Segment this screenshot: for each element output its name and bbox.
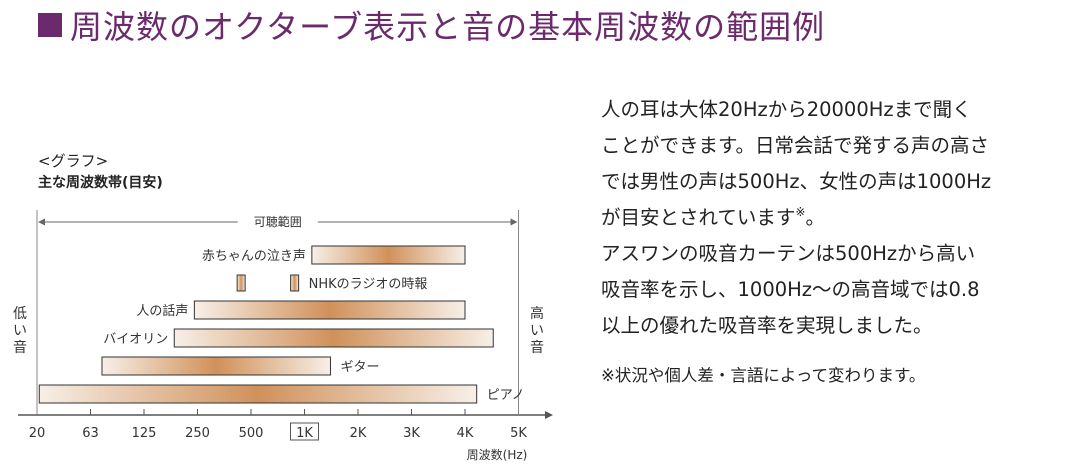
graph-header: <グラフ> 主な周波数帯(目安) <box>38 150 163 194</box>
bar-label: バイオリン <box>103 332 168 347</box>
page-title-text: 周波数のオクターブ表示と音の基本周波数の範囲例 <box>70 8 826 46</box>
audible-range-arrowhead-right-icon <box>510 218 518 226</box>
bar-label: NHKのラジオの時報 <box>309 277 428 292</box>
x-axis-arrow-icon <box>545 411 553 419</box>
description-line: 以上の優れた吸音率を実現しました。 <box>601 314 933 337</box>
bar-point-marker <box>236 274 246 292</box>
x-tick-label: 63 <box>82 426 99 441</box>
x-tick-label: 5K <box>510 426 527 441</box>
high-sound-label: 高 <box>530 305 544 322</box>
low-sound-label: 低 <box>13 306 27 322</box>
x-tick-box <box>290 422 319 441</box>
bar-label: 人の話声 <box>136 303 188 319</box>
description-line-end: 。 <box>805 206 825 229</box>
description-line: 吸音率を示し、1000Hz〜の高音域では0.8 <box>601 278 980 301</box>
x-tick-label: 1K <box>296 426 313 441</box>
footnote-mark: ※ <box>795 205 806 219</box>
x-tick-label: 4K <box>457 426 474 441</box>
x-tick-label: 2K <box>350 426 367 441</box>
bar-point-marker <box>290 274 300 292</box>
description-paragraph-2: アスワンの吸音カーテンは500Hzから高い 吸音率を示し、1000Hz〜の高音域… <box>601 236 1071 344</box>
bar <box>101 356 331 376</box>
description-line: 人の耳は大体20Hzから20000Hzまで聞く <box>601 98 972 121</box>
description-line: アスワンの吸音カーテンは500Hzから高い <box>601 242 976 265</box>
bar-label: ピアノ <box>487 388 525 403</box>
audible-range-label: 可聴範囲 <box>254 214 302 229</box>
x-tick-label: 250 <box>185 426 210 441</box>
bar <box>173 328 494 348</box>
description-panel: 人の耳は大体20Hzから20000Hzまで聞く ことができます。日常会話で発する… <box>601 92 1071 394</box>
bar-label: ギター <box>340 360 379 375</box>
description-line: では男性の声は500Hz、女性の声は1000Hz <box>601 170 992 193</box>
description-line: ことができます。日常会話で発する声の高さ <box>601 134 990 157</box>
bar <box>38 384 478 404</box>
bar-label: 赤ちゃんの泣き声 <box>202 249 306 264</box>
low-sound-label: 音 <box>13 339 27 356</box>
page-title: 周波数のオクターブ表示と音の基本周波数の範囲例 <box>38 4 825 46</box>
frequency-range-chart: 20 63 125 250 500 1K 2K 3K 4K 5K周波数(Hz)可聴範囲低い音高い音… <box>13 210 553 462</box>
graph-subtitle: 主な周波数帯(目安) <box>38 175 163 191</box>
description-line: が目安とされています <box>601 206 796 229</box>
x-axis-label: 周波数(Hz) <box>467 447 528 462</box>
graph-label: <グラフ> <box>38 152 109 170</box>
description-paragraph-1: 人の耳は大体20Hzから20000Hzまで聞く ことができます。日常会話で発する… <box>601 92 1071 236</box>
x-tick-label: 500 <box>239 426 264 441</box>
title-square-icon <box>38 13 62 37</box>
audible-range-arrowhead-left-icon <box>38 218 45 226</box>
bar <box>311 245 466 265</box>
high-sound-label: い <box>530 323 544 339</box>
x-tick-label: 20 <box>29 426 46 441</box>
x-tick-label: 125 <box>132 426 157 441</box>
x-tick-label: 3K <box>403 426 420 441</box>
bar <box>193 300 466 320</box>
high-sound-label: 音 <box>530 339 544 356</box>
low-sound-label: い <box>13 323 27 339</box>
footnote-text: ※状況や個人差・言語によって変わります。 <box>601 366 926 385</box>
